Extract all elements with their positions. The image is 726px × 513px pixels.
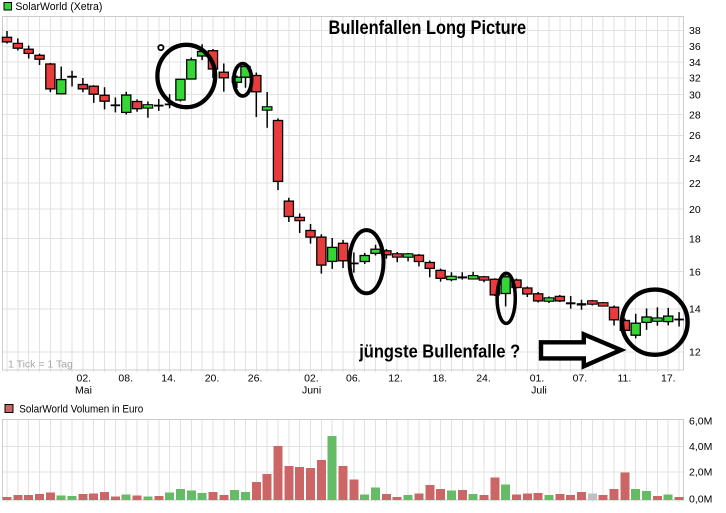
svg-text:Mai: Mai [75,385,92,397]
svg-text:14.: 14. [161,373,176,385]
svg-text:11.: 11. [617,373,631,385]
svg-text:26: 26 [689,130,701,142]
svg-text:07.: 07. [573,373,588,385]
svg-text:36: 36 [689,41,701,53]
svg-text:Juni: Juni [302,385,321,397]
svg-text:34: 34 [689,57,701,69]
svg-text:12.: 12. [388,373,403,385]
svg-text:02.: 02. [304,373,319,385]
svg-text:1 Tick = 1 Tag: 1 Tick = 1 Tag [8,359,73,371]
svg-text:02.: 02. [76,373,91,385]
svg-text:20: 20 [689,204,701,216]
svg-text:22: 22 [689,178,701,190]
svg-text:18: 18 [689,233,701,245]
svg-text:26.: 26. [248,373,263,385]
svg-text:24.: 24. [476,373,491,385]
svg-text:08.: 08. [118,373,133,385]
svg-text:6,0M: 6,0M [689,416,712,428]
svg-text:jüngste Bullenfalle ?: jüngste Bullenfalle ? [358,342,520,362]
svg-text:32: 32 [689,73,701,85]
svg-text:0,0M: 0,0M [689,494,712,506]
svg-text:30: 30 [689,89,701,101]
svg-text:4,0M: 4,0M [689,441,712,453]
svg-text:18.: 18. [432,373,447,385]
svg-text:SolarWorld (Xetra): SolarWorld (Xetra) [15,1,102,13]
svg-text:38: 38 [689,25,701,37]
svg-text:SolarWorld Volumen in Euro: SolarWorld Volumen in Euro [19,403,143,415]
svg-text:16: 16 [689,266,701,278]
svg-text:Juli: Juli [531,385,547,397]
svg-text:24: 24 [689,153,701,165]
svg-text:Bullenfallen Long Picture: Bullenfallen Long Picture [329,18,527,39]
svg-text:17.: 17. [661,373,676,385]
svg-text:28: 28 [689,109,701,121]
svg-text:01.: 01. [530,373,545,385]
svg-text:12: 12 [689,347,701,359]
svg-text:06.: 06. [346,373,361,385]
svg-text:20.: 20. [205,373,220,385]
svg-text:2,0M: 2,0M [689,467,712,479]
svg-text:14: 14 [689,304,701,316]
